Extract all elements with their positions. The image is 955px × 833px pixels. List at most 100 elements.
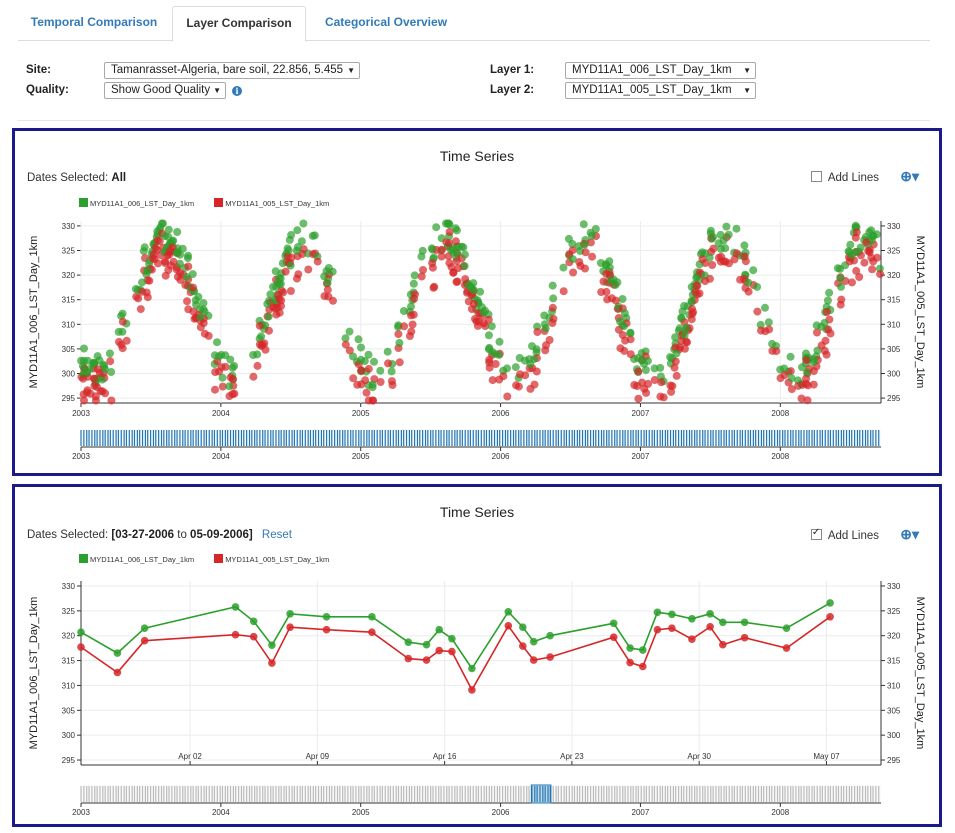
scatter-point-series2	[387, 377, 396, 386]
line-point-series2	[639, 662, 647, 671]
legend-item[interactable]: MYD11A1_006_LST_Day_1km	[79, 198, 194, 208]
quality-label: Quality:	[26, 84, 69, 96]
scatter-point-series1	[345, 327, 354, 336]
add-lines-checkbox[interactable]	[810, 527, 822, 540]
scatter-point-series2	[581, 248, 590, 257]
zoom-in-icon[interactable]: ⊕▾	[900, 168, 919, 184]
line-point-series2	[546, 653, 554, 661]
legend-item[interactable]: MYD11A1_005_LST_Day_1km	[214, 554, 329, 564]
line-chart[interactable]: 295 295 300 300 305 305 310 310 315 315 320 320 325 3…	[15, 487, 939, 824]
scatter-point-series1	[178, 244, 187, 253]
scatter-point-series2	[575, 258, 584, 266]
layer1-select[interactable]: MYD11A1_006_LST_Day_1km ▼	[565, 62, 756, 79]
quality-select[interactable]: Show Good Quality ▼	[104, 82, 226, 99]
add-lines-toggle[interactable]: Add Lines	[810, 527, 879, 542]
scatter-point-series1	[357, 355, 365, 364]
scatter-point-series2	[491, 360, 500, 368]
scatter-point-series1	[780, 364, 789, 373]
scatter-point-series1	[100, 365, 109, 373]
scatter-point-series2	[626, 350, 635, 359]
y2-tick-label: 305	[887, 706, 901, 715]
scatter-point-series2	[786, 367, 795, 376]
scatter-point-series2	[666, 381, 675, 390]
scatter-point-series2	[255, 321, 264, 330]
layer1-label: Layer 1:	[490, 64, 535, 76]
scatter-point-series2	[400, 322, 409, 331]
scatter-point-series2	[559, 287, 568, 296]
reset-link[interactable]: Reset	[261, 529, 292, 541]
scatter-point-series1	[218, 373, 227, 382]
scatter-point-series1	[836, 274, 845, 282]
layer1-select-value: MYD11A1_006_LST_Day_1km	[572, 64, 732, 76]
add-lines-checkbox[interactable]	[810, 171, 822, 182]
scatter-point-series2	[122, 336, 131, 345]
line-point-series1	[448, 634, 456, 643]
scatter-point-series2	[848, 278, 856, 287]
scatter-point-series2	[118, 317, 127, 326]
scatter-point-series2	[154, 259, 162, 268]
scatter-point-series1	[753, 282, 762, 291]
legend-item[interactable]: MYD11A1_005_LST_Day_1km	[214, 198, 329, 208]
legend-item[interactable]: MYD11A1_006_LST_Day_1km	[79, 554, 194, 564]
scatter-point-series1	[798, 363, 806, 372]
line-point-series1	[706, 610, 714, 618]
scatter-point-series2	[634, 394, 643, 403]
scatter-point-series2	[672, 371, 681, 380]
scatter-point-series2	[155, 237, 164, 246]
scatter-point-series1	[707, 234, 716, 243]
scatter-point-series1	[620, 322, 628, 331]
scatter-point-series2	[803, 396, 812, 405]
scatter-point-series1	[173, 228, 182, 236]
scatter-point-series1	[93, 352, 102, 361]
scatter-point-series1	[271, 267, 280, 276]
y2-tick-label: 330	[887, 222, 901, 231]
x-tick-label: 2003	[72, 409, 90, 418]
scatter-point-series2	[221, 362, 230, 371]
site-select[interactable]: Tamanrasset-Algeria, bare soil, 22.856, …	[104, 62, 360, 79]
tab-layer-comparison[interactable]: Layer Comparison	[172, 6, 306, 42]
scatter-point-series2	[265, 326, 273, 335]
line-point-series2	[653, 625, 662, 634]
y-tick-label: 305	[62, 345, 76, 354]
scatter-point-series2	[687, 315, 696, 324]
scatter-point-series2	[176, 269, 185, 277]
scatter-point-series2	[90, 382, 99, 390]
zoom-in-icon[interactable]: ⊕▾	[900, 526, 919, 542]
scatter-point-series2	[730, 255, 739, 264]
line-point-series2	[77, 643, 85, 651]
scatter-point-series1	[354, 335, 363, 344]
tab-categorical-overview[interactable]: Categorical Overview	[324, 15, 448, 29]
info-icon[interactable]: i	[232, 86, 242, 96]
scatter-point-series1	[675, 324, 684, 333]
scatter-point-series1	[626, 328, 635, 337]
line-point-series1	[435, 625, 444, 634]
scatter-point-series1	[164, 225, 173, 234]
navigator-tick-label: 2007	[632, 808, 650, 817]
scatter-point-series1	[308, 231, 317, 240]
scatter-point-series1	[138, 278, 146, 287]
x-tick-label: 2006	[492, 409, 510, 418]
scatter-point-series1	[328, 267, 337, 276]
scatter-point-series1	[376, 366, 385, 375]
scatter-point-series2	[384, 359, 392, 368]
scatter-point-series1	[872, 230, 881, 239]
scatter-point-series1	[228, 363, 237, 372]
scatter-point-series1	[495, 337, 504, 346]
scatter-point-series2	[228, 375, 237, 384]
line-point-series1	[782, 624, 791, 632]
tab-temporal-comparison[interactable]: Temporal Comparison	[30, 15, 158, 29]
scatter-point-series1	[530, 355, 539, 364]
scatter-chart[interactable]: 295 295 300 300 305 305 310 310 315 315 320 320 325 3…	[15, 131, 939, 473]
scatter-point-series1	[199, 299, 208, 308]
scatter-point-series2	[176, 275, 185, 284]
line-point-series1	[740, 618, 749, 627]
chevron-down-icon: ▼	[743, 66, 751, 75]
layer2-select[interactable]: MYD11A1_005_LST_Day_1km ▼	[565, 82, 756, 99]
scatter-point-series2	[860, 258, 869, 267]
scatter-point-series2	[845, 257, 854, 266]
add-lines-toggle[interactable]: Add Lines	[810, 171, 879, 184]
scatter-point-series1	[484, 331, 493, 340]
scatter-point-series2	[708, 261, 717, 269]
scatter-point-series2	[621, 336, 630, 345]
site-label: Site:	[26, 64, 51, 76]
